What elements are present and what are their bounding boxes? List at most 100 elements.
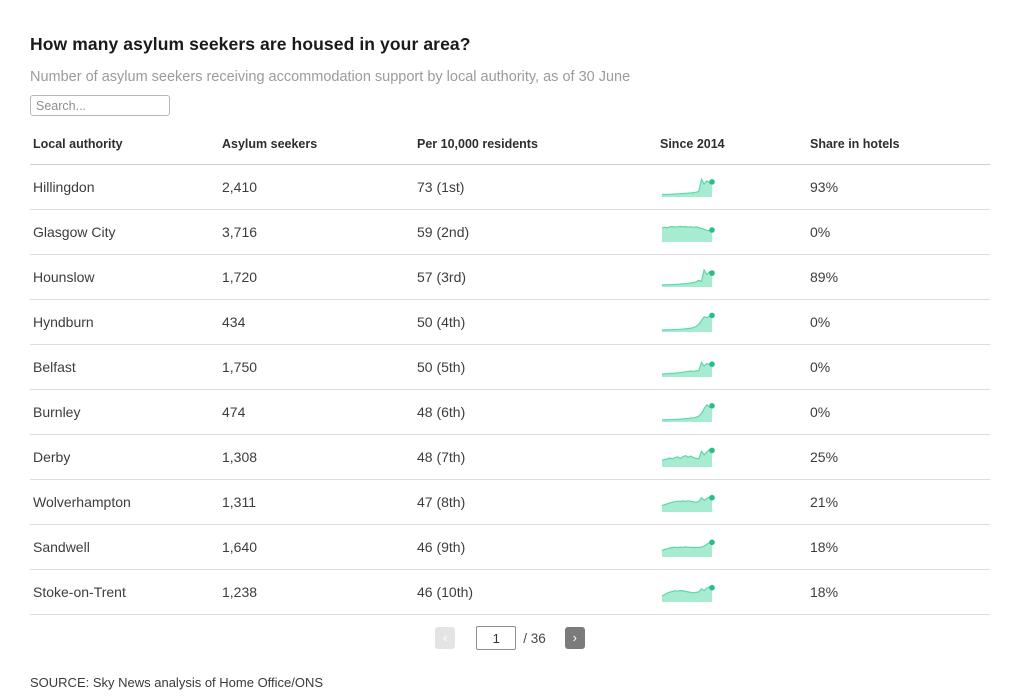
chevron-left-icon: ‹ xyxy=(443,630,448,645)
cell-share-in-hotels: 18% xyxy=(807,569,990,615)
data-table: Local authority Asylum seekers Per 10,000 … xyxy=(30,133,990,615)
cell-local-authority: Burnley xyxy=(30,389,219,435)
sparkline-end-dot xyxy=(709,227,715,233)
cell-per-10000-residents: 59 (2nd) xyxy=(414,209,657,255)
page-title: How many asylum seekers are housed in yo… xyxy=(30,34,471,54)
subtitle: Number of asylum seekers receiving accom… xyxy=(30,69,631,85)
cell-share-in-hotels: 25% xyxy=(807,434,990,480)
cell-share-in-hotels: 0% xyxy=(807,344,990,390)
table-row: Hillingdon 2,410 73 (1st) 93% xyxy=(30,164,990,210)
cell-asylum-seekers: 1,311 xyxy=(219,479,414,525)
cell-per-10000-residents: 73 (1st) xyxy=(414,164,657,210)
table-body: Hillingdon 2,410 73 (1st) 93% Glasgow City 3,… xyxy=(30,164,990,615)
cell-since-2014 xyxy=(657,389,807,435)
cell-asylum-seekers: 1,640 xyxy=(219,524,414,570)
cell-per-10000-residents: 57 (3rd) xyxy=(414,254,657,300)
sparkline-end-dot xyxy=(709,179,715,185)
table-header-row: Local authority Asylum seekers Per 10,000 … xyxy=(30,133,990,165)
prev-page-button[interactable]: ‹ xyxy=(435,627,456,649)
cell-per-10000-residents: 50 (5th) xyxy=(414,344,657,390)
sparkline-chart xyxy=(662,403,715,422)
table-row: Stoke-on-Trent 1,238 46 (10th) 18% xyxy=(30,569,990,615)
sparkline-end-dot xyxy=(709,270,715,276)
cell-share-in-hotels: 0% xyxy=(807,299,990,345)
cell-local-authority: Wolverhampton xyxy=(30,479,219,525)
cell-asylum-seekers: 2,410 xyxy=(219,164,414,210)
sparkline-chart xyxy=(661,447,715,467)
column-header-share-in-hotels: Share in hotels xyxy=(807,133,990,165)
page-number-input[interactable] xyxy=(476,626,517,650)
column-header-asylum-seekers: Asylum seekers xyxy=(219,133,414,165)
table-row: Hyndburn 434 50 (4th) 0% xyxy=(30,299,990,345)
cell-local-authority: Hounslow xyxy=(30,254,219,300)
cell-local-authority: Stoke-on-Trent xyxy=(30,569,219,615)
cell-local-authority: Belfast xyxy=(30,344,219,390)
sparkline-chart xyxy=(661,225,715,242)
sparkline-end-dot xyxy=(709,447,715,454)
sparkline-chart xyxy=(661,584,715,602)
sparkline-end-dot xyxy=(709,539,715,546)
cell-since-2014 xyxy=(657,164,807,210)
next-page-button[interactable]: › xyxy=(564,627,585,649)
cell-per-10000-residents: 48 (7th) xyxy=(414,434,657,480)
table-row: Wolverhampton 1,311 47 (8th) 21% xyxy=(30,479,990,525)
sparkline-end-dot xyxy=(709,403,715,409)
chevron-right-icon: › xyxy=(572,630,577,645)
column-header-since-2014: Since 2014 xyxy=(657,133,807,165)
sparkline-chart xyxy=(661,539,715,557)
cell-local-authority: Derby xyxy=(30,434,219,480)
table-row: Hounslow 1,720 57 (3rd) 89% xyxy=(30,254,990,300)
cell-per-10000-residents: 47 (8th) xyxy=(414,479,657,525)
sparkline-end-dot xyxy=(709,494,715,501)
cell-since-2014 xyxy=(657,209,807,255)
sparkline-chart xyxy=(662,177,715,197)
sparkline-chart xyxy=(662,312,715,332)
cell-local-authority: Hyndburn xyxy=(30,299,219,345)
cell-share-in-hotels: 18% xyxy=(807,524,990,570)
sparkline-end-dot xyxy=(709,584,715,591)
cell-since-2014 xyxy=(657,479,807,525)
sparkline-chart xyxy=(661,360,715,377)
sparkline-chart xyxy=(661,494,715,512)
cell-share-in-hotels: 21% xyxy=(807,479,990,525)
table-row: Glasgow City 3,716 59 (2nd) 0% xyxy=(30,209,990,255)
cell-since-2014 xyxy=(657,569,807,615)
cell-share-in-hotels: 89% xyxy=(807,254,990,300)
cell-per-10000-residents: 50 (4th) xyxy=(414,299,657,345)
column-header-per-10-000-residents: Per 10,000 residents xyxy=(414,133,657,165)
cell-asylum-seekers: 434 xyxy=(219,299,414,345)
cell-since-2014 xyxy=(657,344,807,390)
cell-asylum-seekers: 474 xyxy=(219,389,414,435)
cell-local-authority: Sandwell xyxy=(30,524,219,570)
table-row: Derby 1,308 48 (7th) 25% xyxy=(30,434,990,480)
sparkline-chart xyxy=(662,268,715,287)
column-header-local-authority: Local authority xyxy=(30,133,219,165)
pagination: ‹ / 36 › xyxy=(30,626,990,650)
page-total-label: / 36 xyxy=(523,630,546,646)
cell-asylum-seekers: 1,750 xyxy=(219,344,414,390)
cell-since-2014 xyxy=(657,254,807,300)
cell-per-10000-residents: 46 (9th) xyxy=(414,524,657,570)
sparkline-end-dot xyxy=(709,361,715,367)
cell-since-2014 xyxy=(657,299,807,345)
cell-share-in-hotels: 0% xyxy=(807,209,990,255)
table-row: Sandwell 1,640 46 (9th) 18% xyxy=(30,524,990,570)
cell-per-10000-residents: 48 (6th) xyxy=(414,389,657,435)
cell-share-in-hotels: 0% xyxy=(807,389,990,435)
cell-asylum-seekers: 1,720 xyxy=(219,254,414,300)
cell-per-10000-residents: 46 (10th) xyxy=(414,569,657,615)
table-row: Belfast 1,750 50 (5th) 0% xyxy=(30,344,990,390)
cell-share-in-hotels: 93% xyxy=(807,164,990,210)
cell-since-2014 xyxy=(657,524,807,570)
cell-asylum-seekers: 3,716 xyxy=(219,209,414,255)
cell-local-authority: Hillingdon xyxy=(30,164,219,210)
cell-asylum-seekers: 1,308 xyxy=(219,434,414,480)
cell-since-2014 xyxy=(657,434,807,480)
cell-asylum-seekers: 1,238 xyxy=(219,569,414,615)
table-row: Burnley 474 48 (6th) 0% xyxy=(30,389,990,435)
cell-local-authority: Glasgow City xyxy=(30,209,219,255)
source-attribution: SOURCE: Sky News analysis of Home Office… xyxy=(30,675,324,690)
sparkline-end-dot xyxy=(709,312,715,319)
search-input[interactable] xyxy=(30,95,170,116)
